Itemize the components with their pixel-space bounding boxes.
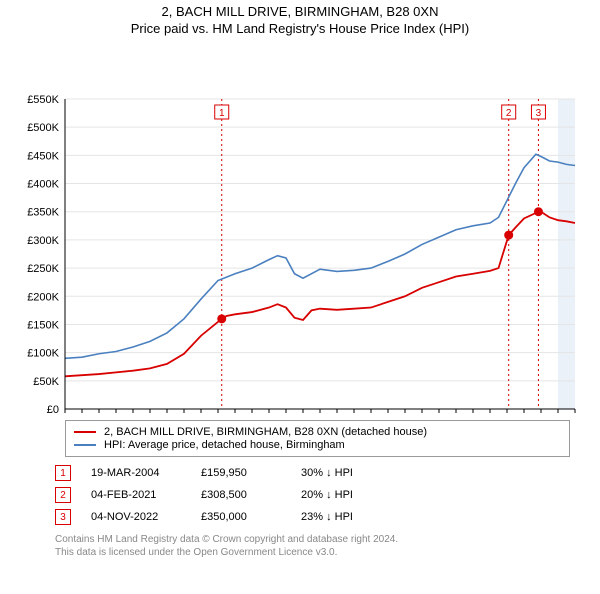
svg-text:£0: £0 [47,404,59,414]
svg-text:2: 2 [506,108,512,119]
event-price: £159,950 [201,467,301,479]
event-date: 04-NOV-2022 [91,511,201,523]
svg-text:£100K: £100K [27,348,59,360]
event-number: 3 [60,512,66,523]
svg-text:1: 1 [219,108,225,119]
sale-event: 3 04-NOV-2022 £350,000 23% ↓ HPI [55,509,570,525]
footer-line: This data is licensed under the Open Gov… [55,546,570,559]
svg-text:£400K: £400K [27,179,59,191]
chart-title-line2: Price paid vs. HM Land Registry's House … [0,21,600,36]
svg-text:£250K: £250K [27,263,59,275]
svg-text:£550K: £550K [27,94,59,106]
legend: 2, BACH MILL DRIVE, BIRMINGHAM, B28 0XN … [65,420,570,457]
sale-event: 2 04-FEB-2021 £308,500 20% ↓ HPI [55,487,570,503]
event-vs-hpi: 23% ↓ HPI [301,511,353,523]
event-marker-badge: 3 [55,509,71,525]
legend-swatch [74,444,96,446]
event-price: £350,000 [201,511,301,523]
legend-label: HPI: Average price, detached house, Birm… [104,439,345,451]
event-number: 1 [60,468,66,479]
event-vs-hpi: 20% ↓ HPI [301,489,353,501]
svg-text:£200K: £200K [27,291,59,303]
sale-event: 1 19-MAR-2004 £159,950 30% ↓ HPI [55,465,570,481]
svg-text:£50K: £50K [33,376,59,388]
svg-text:£500K: £500K [27,122,59,134]
event-date: 19-MAR-2004 [91,467,201,479]
sale-events-list: 1 19-MAR-2004 £159,950 30% ↓ HPI 2 04-FE… [55,465,570,525]
event-marker-badge: 1 [55,465,71,481]
svg-text:£150K: £150K [27,319,59,331]
legend-item: HPI: Average price, detached house, Birm… [74,439,561,451]
legend-item: 2, BACH MILL DRIVE, BIRMINGHAM, B28 0XN … [74,426,561,438]
legend-swatch [74,431,96,433]
chart-title-line1: 2, BACH MILL DRIVE, BIRMINGHAM, B28 0XN [0,4,600,19]
event-date: 04-FEB-2021 [91,489,201,501]
footer-attribution: Contains HM Land Registry data © Crown c… [55,533,570,559]
event-marker-badge: 2 [55,487,71,503]
footer-line: Contains HM Land Registry data © Crown c… [55,533,570,546]
price-chart: £0 £50K £100K £150K £200K £250K £300K £350K £400… [0,44,600,414]
legend-label: 2, BACH MILL DRIVE, BIRMINGHAM, B28 0XN … [104,426,427,438]
event-number: 2 [60,490,66,501]
event-price: £308,500 [201,489,301,501]
svg-text:3: 3 [536,108,542,119]
svg-text:£350K: £350K [27,207,59,219]
event-vs-hpi: 30% ↓ HPI [301,467,353,479]
svg-text:£450K: £450K [27,150,59,162]
svg-text:£300K: £300K [27,235,59,247]
